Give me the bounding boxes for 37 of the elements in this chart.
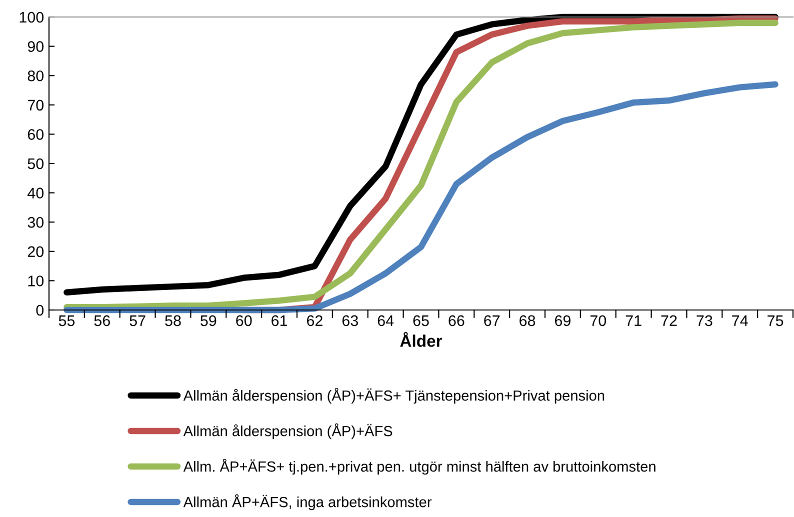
x-tick-label: 60 [236,315,252,326]
x-tick-label: 65 [413,315,429,326]
x-tick-label: 71 [626,315,642,326]
y-tick-label: 30 [28,216,44,228]
x-axis-title: Ålder [400,332,442,347]
x-tick-label: 61 [272,315,288,326]
x-tick-label: 75 [768,315,784,326]
legend-label: Allmän ålderspension (ÅP)+ÄFS+ Tjänstepension+Privat pension [183,388,604,404]
y-tick-label: 10 [28,276,44,286]
x-tick-label: 57 [130,315,146,326]
x-tick-label: 69 [554,315,570,326]
x-tick-label: 55 [58,315,75,326]
x-tick-label: 72 [661,315,677,326]
x-tick-label: 56 [94,315,110,326]
y-tick-label: 90 [28,41,44,52]
y-tick-label: 100 [20,12,44,23]
x-tick-label: 68 [520,315,536,326]
x-tick-label: 73 [696,315,712,326]
legend-label: Allm. ÅP+ÄFS+ tj.pen.+privat pen. utgör minst hälften av bruttoinkomsten [183,458,656,475]
legend-label: Allmän ålderspension (ÅP)+ÄFS [183,423,392,440]
y-tick-label: 20 [28,246,44,258]
y-tick-label: 50 [28,158,44,170]
y-tick-label: 60 [28,129,44,140]
x-tick-label: 59 [200,315,216,326]
y-tick-label: 80 [28,70,44,82]
x-tick-label: 67 [484,315,500,326]
legend-label: Allmän ÅP+ÄFS, inga arbetsinkomster [183,494,432,510]
x-tick-label: 62 [306,315,322,326]
x-tick-label: 64 [378,315,394,326]
x-tick-label: 70 [590,315,606,326]
y-tick-label: 0 [36,304,44,316]
y-tick-label: 70 [28,100,44,111]
y-tick-label: 40 [28,188,44,198]
x-tick-label: 63 [342,315,358,326]
x-tick-label: 74 [732,315,748,326]
x-tick-label: 58 [165,315,181,326]
x-tick-label: 66 [448,315,464,326]
